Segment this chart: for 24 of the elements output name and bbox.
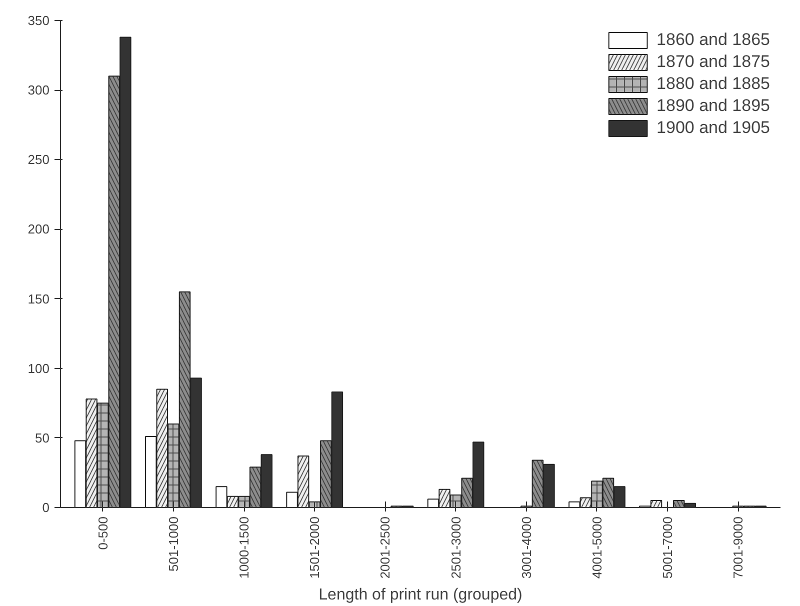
x-tick-label: 1000-1500 (236, 516, 252, 579)
legend-label: 1900 and 1905 (656, 118, 770, 138)
y-tick-label: 250 (28, 152, 50, 168)
x-tick-label: 0-500 (95, 516, 110, 550)
x-tick-label: 501-1000 (166, 516, 181, 572)
x-axis-title: Length of print run (grouped) (318, 586, 522, 604)
y-tick-label: 100 (28, 360, 50, 376)
y-tick-label: 150 (28, 291, 50, 306)
x-tick-label: 3001-4000 (518, 516, 534, 579)
x-tick-label: 1501-2000 (307, 516, 322, 579)
legend-label: 1890 and 1895 (656, 96, 770, 116)
y-tick-label: 300 (28, 82, 50, 98)
x-tick-label: 2001-2500 (378, 516, 393, 579)
legend-label: 1870 and 1875 (656, 52, 770, 72)
legend-label: 1880 and 1885 (656, 74, 770, 94)
legend-label: 1860 and 1865 (656, 30, 770, 50)
y-tick-label: 50 (35, 430, 50, 446)
x-tick-label: 7001-9000 (730, 516, 746, 579)
x-tick-label: 2501-3000 (448, 516, 464, 579)
x-tick-label: 4001-5000 (589, 516, 604, 579)
y-tick-label: 0 (42, 500, 50, 515)
x-tick-label: 5001-7000 (660, 516, 676, 579)
y-tick-label: 350 (28, 13, 50, 28)
y-tick-label: 200 (28, 222, 50, 237)
